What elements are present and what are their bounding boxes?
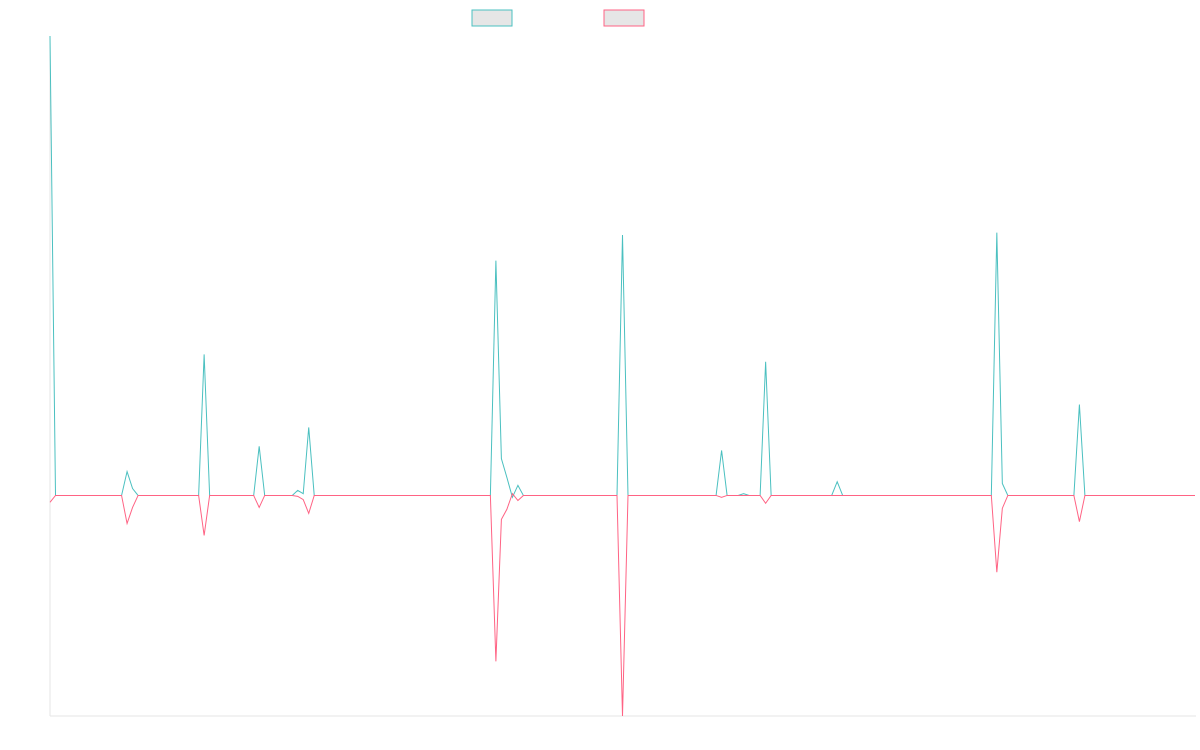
legend-swatch (471, 9, 513, 27)
line-series (49, 35, 1195, 499)
legend-swatch (603, 9, 645, 27)
line-series (49, 492, 1195, 717)
